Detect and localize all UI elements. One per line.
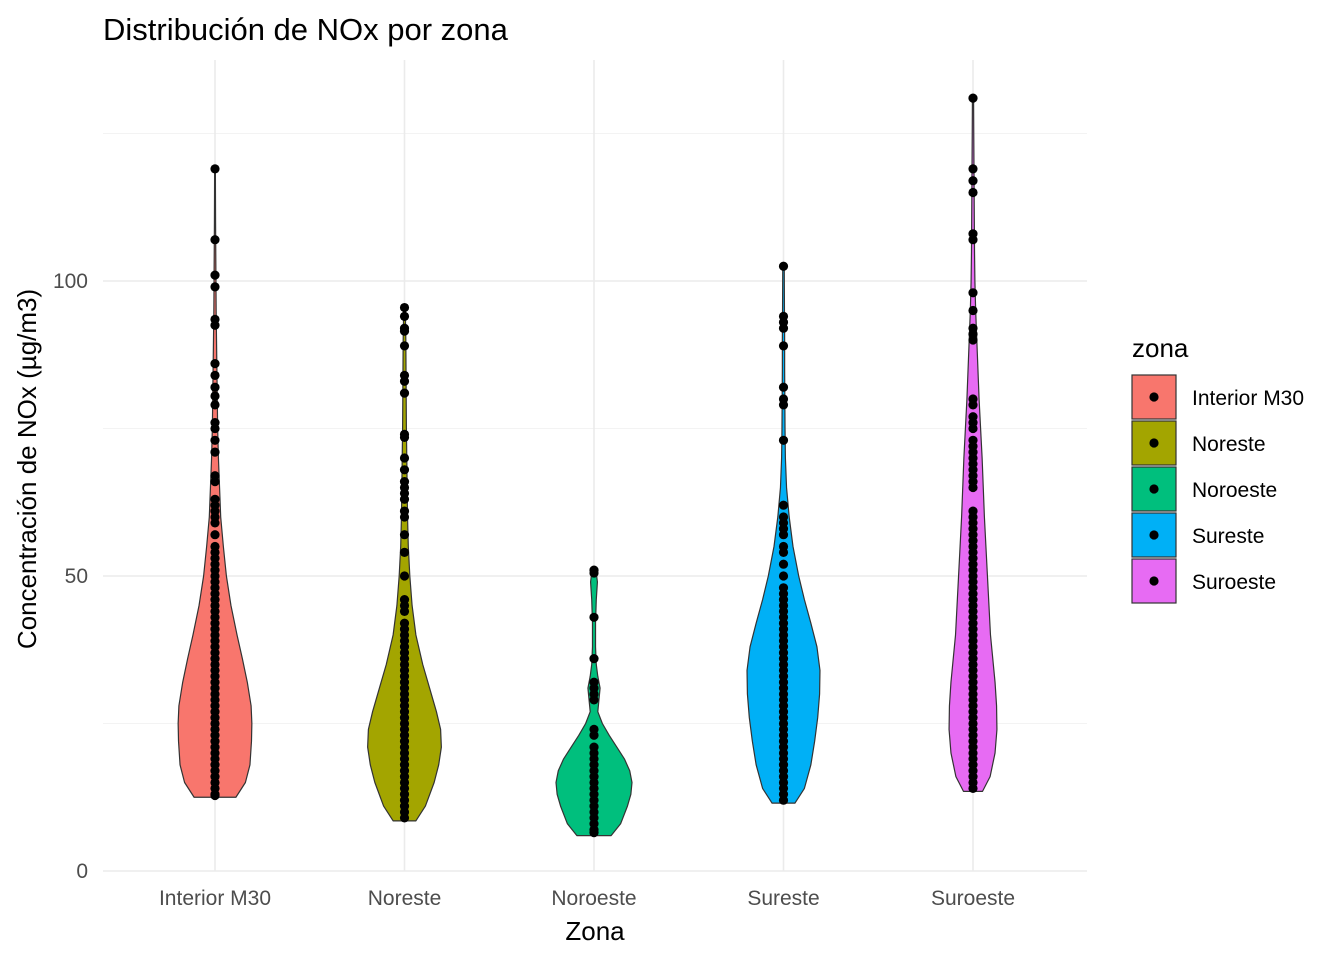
legend-key-point xyxy=(1149,484,1159,494)
data-point xyxy=(210,447,220,457)
data-point xyxy=(399,326,410,336)
data-point xyxy=(968,164,978,174)
data-point xyxy=(968,482,978,493)
data-point xyxy=(589,568,599,578)
data-point xyxy=(778,435,789,445)
data-point xyxy=(968,305,978,316)
data-point xyxy=(778,341,789,351)
legend-key-point xyxy=(1149,530,1159,540)
data-point xyxy=(399,302,410,313)
legend-item: Suroeste xyxy=(1131,558,1276,604)
x-tick-label: Suroeste xyxy=(931,887,1015,910)
data-point xyxy=(399,311,410,321)
x-axis-title: Zona xyxy=(565,916,625,946)
data-point xyxy=(399,494,410,504)
data-point xyxy=(210,400,220,410)
data-point xyxy=(968,423,978,434)
legend-item: Noreste xyxy=(1131,420,1266,466)
x-tick-label: Noreste xyxy=(368,887,442,910)
data-point xyxy=(210,370,220,380)
data-point xyxy=(778,400,789,410)
data-point xyxy=(210,164,220,174)
data-point xyxy=(778,547,789,558)
data-point xyxy=(589,612,599,622)
violins xyxy=(177,97,998,837)
data-point xyxy=(210,423,220,434)
data-point xyxy=(210,270,220,280)
data-point xyxy=(210,518,220,528)
data-point xyxy=(399,606,410,617)
data-point xyxy=(778,571,789,581)
data-point xyxy=(399,547,410,558)
data-point xyxy=(968,335,978,345)
y-axis-ticks: 0 50 100 xyxy=(53,270,88,883)
legend-item: Noroeste xyxy=(1131,466,1277,512)
data-point xyxy=(210,382,220,392)
data-point xyxy=(210,435,220,445)
x-tick-label: Noroeste xyxy=(551,887,636,910)
legend-items: Interior M30 Noreste Noroeste Sureste Suroes… xyxy=(1131,374,1304,604)
y-axis-title: Concentración de NOx (µg/m3) xyxy=(12,289,42,649)
data-point xyxy=(399,530,410,540)
data-point xyxy=(968,93,978,103)
data-point xyxy=(399,388,410,398)
data-point xyxy=(210,391,220,401)
x-axis-ticks: Interior M30 Noreste Noroeste Sureste Suroes… xyxy=(159,887,1015,910)
legend: zona Interior M30 Noreste Noroeste Sureste S… xyxy=(1131,333,1304,604)
x-tick-label: Sureste xyxy=(747,887,819,910)
data-point xyxy=(210,320,220,330)
data-points xyxy=(210,93,978,838)
data-point xyxy=(778,559,789,569)
x-tick-label: Interior M30 xyxy=(159,887,271,910)
data-point xyxy=(210,477,220,487)
data-point xyxy=(399,376,410,386)
data-point xyxy=(968,235,978,245)
data-point xyxy=(210,282,220,292)
data-point xyxy=(589,695,599,705)
y-tick-label: 50 xyxy=(65,565,88,588)
legend-label: Noroeste xyxy=(1192,479,1277,502)
y-tick-label: 100 xyxy=(53,270,88,293)
data-point xyxy=(968,187,978,198)
legend-item: Sureste xyxy=(1131,512,1264,558)
data-point xyxy=(589,828,599,838)
chart-title: Distribución de NOx por zona xyxy=(103,12,509,47)
data-point xyxy=(399,453,410,463)
legend-label: Suroeste xyxy=(1192,571,1276,594)
y-tick-label: 0 xyxy=(76,860,88,883)
data-point xyxy=(778,382,789,392)
data-point xyxy=(399,341,410,351)
data-point xyxy=(399,512,410,522)
legend-key-point xyxy=(1149,438,1159,448)
data-point xyxy=(778,323,789,333)
data-point xyxy=(399,813,410,823)
legend-key-point xyxy=(1149,392,1159,402)
data-point xyxy=(399,571,410,581)
data-point xyxy=(968,783,978,794)
data-point xyxy=(968,400,978,410)
data-point xyxy=(210,790,220,801)
legend-title: zona xyxy=(1132,333,1189,363)
legend-item: Interior M30 xyxy=(1131,374,1304,420)
data-point xyxy=(778,530,789,540)
data-point xyxy=(210,530,220,540)
data-point xyxy=(968,176,978,186)
data-point xyxy=(589,654,599,664)
data-point xyxy=(968,288,978,298)
data-point xyxy=(210,235,220,245)
legend-key-point xyxy=(1149,576,1159,586)
data-point xyxy=(210,359,220,369)
data-point xyxy=(399,465,410,475)
data-point xyxy=(778,261,789,271)
legend-label: Interior M30 xyxy=(1192,387,1304,410)
data-point xyxy=(399,432,410,442)
legend-label: Sureste xyxy=(1192,525,1264,548)
data-point xyxy=(778,500,789,510)
legend-label: Noreste xyxy=(1192,433,1266,456)
data-point xyxy=(589,730,599,740)
data-point xyxy=(778,795,789,805)
